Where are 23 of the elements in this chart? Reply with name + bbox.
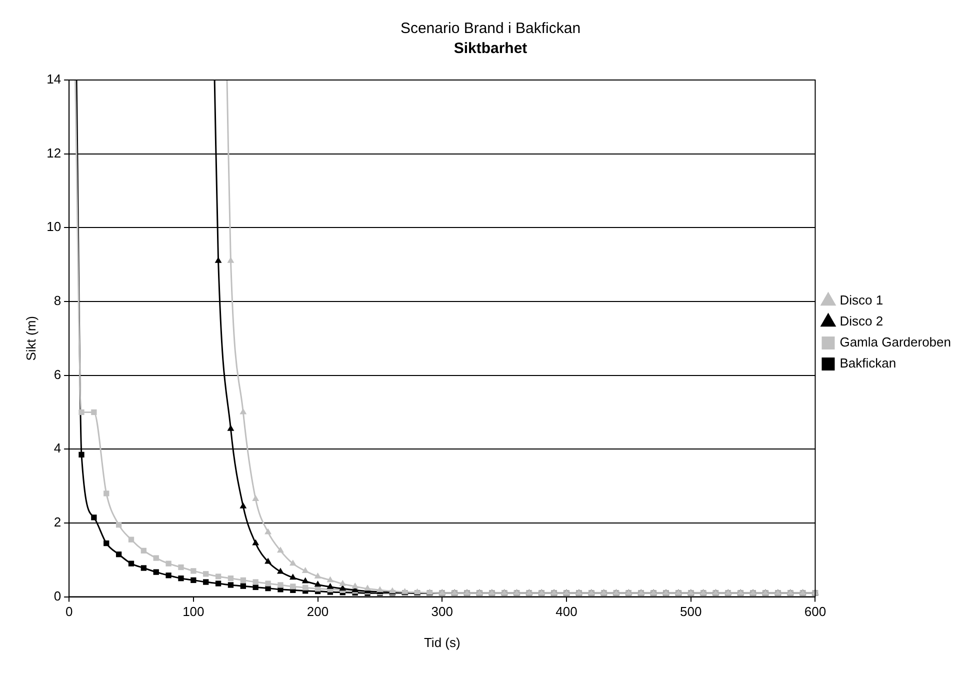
chart-title: Scenario Brand i Bakfickan [400, 20, 581, 38]
y-axis-title: Sikt (m) [23, 316, 38, 361]
y-tick-label: 10 [46, 219, 62, 234]
legend-label: Disco 2 [840, 314, 884, 329]
x-tick-label: 100 [182, 604, 204, 620]
y-tick-label: 2 [54, 514, 62, 530]
x-tick-label: 200 [306, 604, 329, 620]
x-axis-title: Tid (s) [424, 634, 460, 650]
y-tick-label: 12 [46, 145, 62, 160]
y-tick-label: 0 [54, 588, 62, 604]
y-tick-label: 8 [54, 293, 62, 308]
x-tick-label: 400 [556, 604, 578, 620]
legend-label: Gamla Garderoben [840, 334, 951, 350]
x-tick-label: 500 [680, 604, 702, 620]
x-tick-label: 0 [65, 604, 73, 620]
x-tick-label: 300 [431, 604, 453, 620]
y-tick-label: 4 [54, 440, 62, 456]
legend-label: Disco 1 [840, 292, 884, 308]
y-tick-label: 14 [46, 72, 62, 87]
chart-subtitle: Siktbarhet [454, 40, 528, 58]
legend-label: Bakfickan [840, 356, 896, 371]
x-tick-label: 600 [804, 604, 826, 620]
y-tick-label: 6 [54, 366, 62, 382]
